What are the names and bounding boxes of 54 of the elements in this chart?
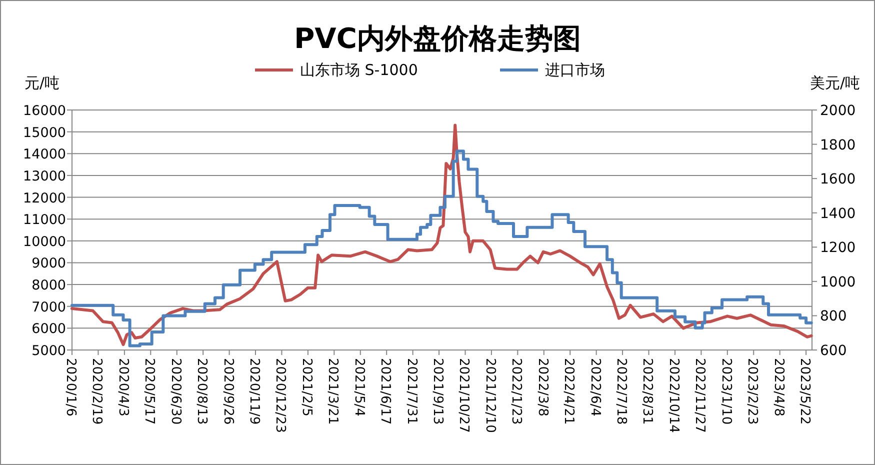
xtick: 2023/4/8	[770, 358, 786, 416]
xtick: 2021/2/5	[298, 358, 314, 416]
title: PVC内外盘价格走势图	[294, 22, 581, 55]
ylabel: 元/吨	[24, 74, 60, 92]
xtick: 2022/7/18	[614, 358, 629, 425]
y2tick: 800	[820, 308, 847, 325]
xtick: 2020/5/17	[142, 358, 157, 425]
y2tick: 1400	[820, 206, 856, 222]
ytick: 7000	[32, 299, 66, 316]
legend-label: 山东市场 S-1000	[300, 61, 418, 79]
ytick: 14000	[23, 146, 66, 163]
xtick: 2023/5/22	[797, 358, 812, 425]
y2tick: 1000	[820, 274, 856, 290]
xtick: 2020/11/9	[246, 358, 262, 425]
ytick: 16000	[23, 103, 66, 119]
xtick: 2020/1/6	[63, 358, 78, 416]
ytick: 6000	[32, 321, 66, 338]
xtick: 2023/2/23	[744, 358, 760, 425]
xtick: 2021/3/21	[325, 358, 340, 425]
xtick: 2021/5/4	[351, 358, 366, 416]
ytick: 11000	[23, 212, 66, 228]
xtick: 2020/2/19	[89, 358, 104, 425]
ytick: 8000	[32, 278, 66, 294]
xtick: 2020/8/13	[194, 358, 210, 425]
ytick: 9000	[32, 256, 66, 272]
xtick: 2022/6/4	[587, 358, 602, 416]
ytick: 10000	[23, 234, 66, 250]
y2tick: 2000	[820, 103, 856, 119]
ytick: 5000	[32, 343, 66, 359]
xtick: 2021/10/27	[456, 358, 472, 433]
xtick: 2022/8/31	[640, 358, 655, 425]
ytick: 15000	[23, 124, 66, 141]
xtick: 2021/7/31	[404, 358, 419, 425]
legend-label: 进口市场	[545, 61, 605, 79]
xtick: 2021/6/17	[378, 358, 393, 425]
xtick: 2022/1/23	[508, 358, 524, 425]
ytick: 13000	[23, 168, 66, 184]
y2label: 美元/吨	[810, 74, 860, 92]
xtick: 2023/1/10	[718, 358, 734, 425]
y2tick: 1800	[820, 137, 856, 154]
xtick: 2022/3/8	[534, 358, 550, 416]
xtick: 2021/9/13	[430, 358, 446, 425]
xtick: 2021/12/10	[482, 358, 498, 433]
xtick: 2020/4/3	[115, 358, 130, 416]
xtick: 2020/9/26	[220, 358, 236, 425]
y2tick: 1600	[820, 172, 856, 188]
xtick: 2022/10/14	[666, 358, 681, 433]
y2tick: 600	[820, 343, 847, 359]
xtick: 2020/6/30	[168, 358, 183, 425]
ytick: 12000	[23, 190, 66, 206]
xtick: 2022/4/21	[561, 358, 576, 425]
xtick: 2022/11/27	[692, 358, 708, 433]
y2tick: 1200	[820, 240, 856, 256]
xtick: 2020/12/23	[272, 358, 288, 433]
